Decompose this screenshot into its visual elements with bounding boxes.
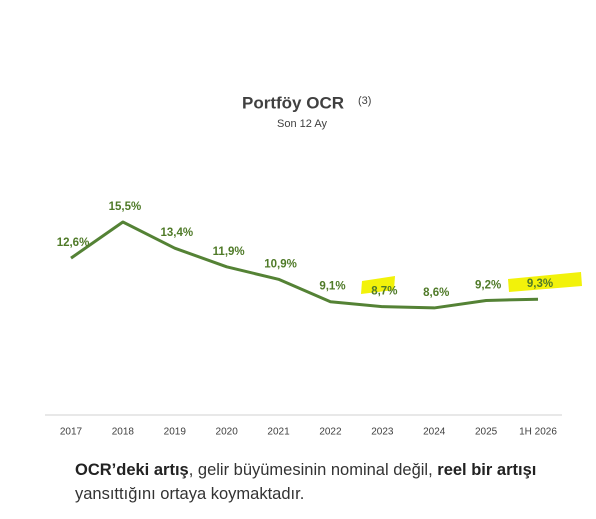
data-label: 9,3% xyxy=(527,278,553,290)
x-tick-label: 2019 xyxy=(164,427,187,438)
data-label: 8,7% xyxy=(371,286,397,298)
data-label: 8,6% xyxy=(423,287,449,299)
footnote: OCR’deki artış, gelir büyümesinin nomina… xyxy=(75,458,555,506)
chart-subtitle: Son 12 Ay xyxy=(277,118,327,130)
x-tick-label: 1H 2026 xyxy=(519,427,557,438)
data-label: 15,5% xyxy=(109,201,142,213)
line xyxy=(70,220,539,310)
x-tick-label: 2020 xyxy=(216,427,239,438)
x-tick-label: 2022 xyxy=(319,427,342,438)
chart-title: Portföy OCR xyxy=(242,93,344,112)
footnote-text: yansıttığını ortaya koymaktadır. xyxy=(75,485,305,503)
x-tick-label: 2024 xyxy=(423,427,446,438)
highlight xyxy=(508,272,582,292)
x-tick-label: 2017 xyxy=(60,427,83,438)
title-note: (3) xyxy=(358,95,371,107)
data-label: 9,1% xyxy=(319,281,345,293)
data-label: 12,6% xyxy=(57,237,90,249)
x-tick-label: 2018 xyxy=(112,427,135,438)
footnote-text: reel bir artışı xyxy=(437,461,537,479)
x-tick-label: 2025 xyxy=(475,427,498,438)
data-label: 10,9% xyxy=(264,258,297,270)
data-label: 11,9% xyxy=(213,246,245,258)
footnote-text: , gelir büyümesinin nominal değil, xyxy=(188,461,438,479)
highlight xyxy=(361,276,395,294)
data-label: 9,2% xyxy=(475,279,501,291)
footnote-text: OCR’deki artış xyxy=(75,461,189,479)
x-tick-label: 2021 xyxy=(267,427,290,438)
data-label: 13,4% xyxy=(160,227,193,239)
x-tick-label: 2023 xyxy=(371,427,394,438)
